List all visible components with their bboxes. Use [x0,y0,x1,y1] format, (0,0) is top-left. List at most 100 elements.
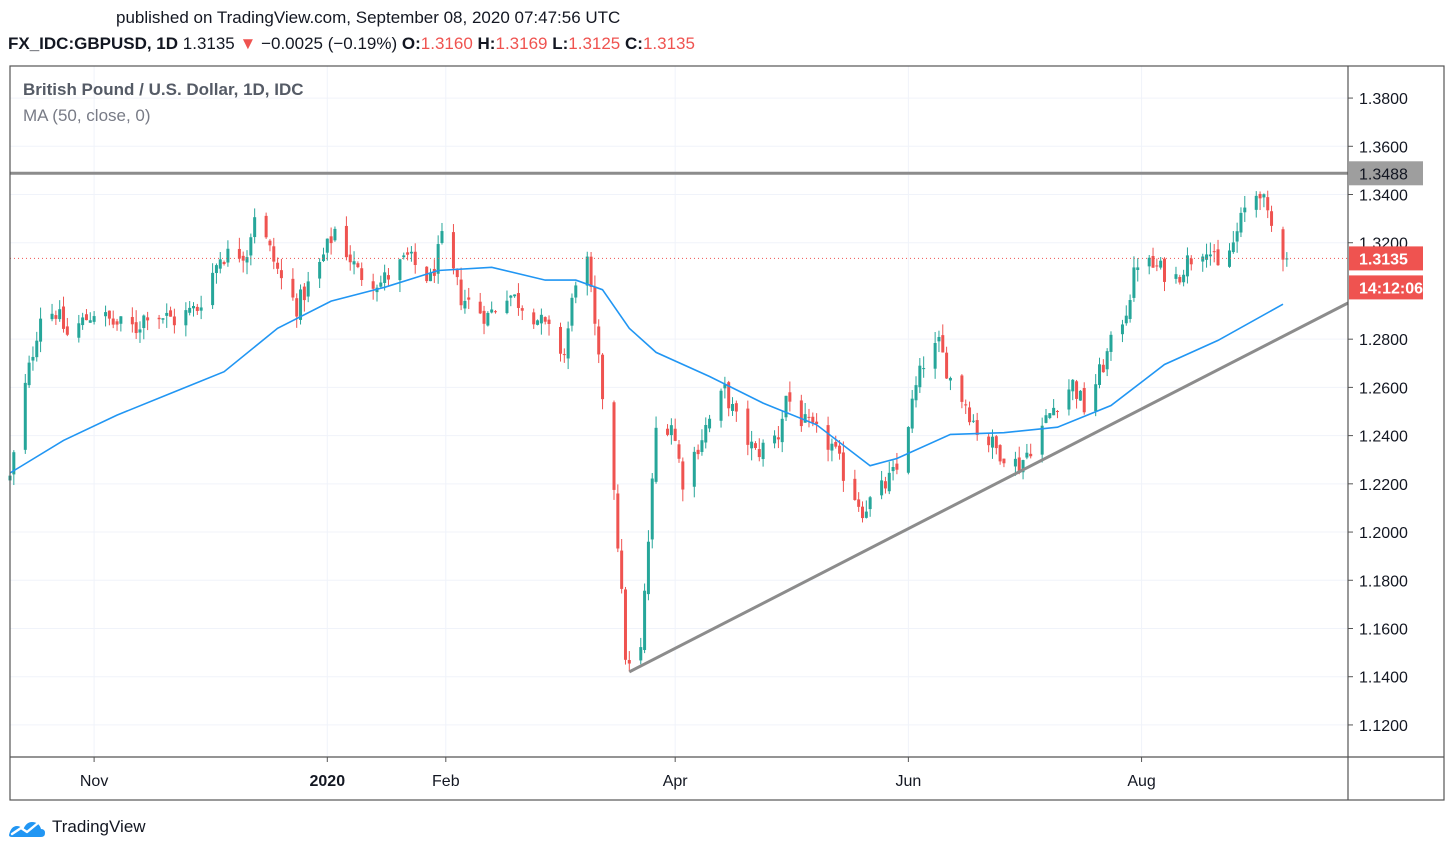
candle-body [291,278,295,298]
candle-body [478,301,482,314]
candle-body [1159,260,1163,268]
candle-body [455,268,459,278]
candle-body [92,316,96,322]
candle-body [1120,324,1124,335]
candle-body [104,312,108,317]
candle-body [807,416,811,418]
candle-body [700,440,704,452]
candle-body [593,286,597,324]
last-price-badge-background [1349,246,1423,271]
candle-body [1155,265,1159,267]
candle-body [650,478,654,540]
candle-body [860,506,864,519]
candle-body [318,261,322,279]
candle-body [1227,250,1231,267]
candle-body [773,435,777,444]
y-tick-label: 1.2800 [1359,332,1408,349]
candle-body [910,398,914,429]
resistance-price-badge-background [1349,161,1423,186]
y-tick-label: 1.3800 [1359,91,1408,108]
candle-body [451,232,455,269]
candle-body [780,418,784,443]
candle-body [31,356,35,361]
candle-body [329,236,333,244]
x-tick-label: Jun [895,773,921,790]
candle-body [146,317,150,321]
candle-body [516,293,520,308]
candle-body [597,326,601,355]
candle-body [12,452,16,475]
candle-body [841,452,845,481]
candle-body [543,317,547,322]
candle-body [574,285,578,298]
candle-body [1048,413,1052,418]
candle-body [1254,195,1258,210]
candle-body [585,256,589,286]
y-tick-label: 1.1600 [1359,621,1408,638]
candle-body [1013,458,1017,467]
candle-body [719,390,723,421]
candle-body [1205,254,1209,260]
candle-body [1174,274,1178,279]
axes: 1.38001.36001.34001.32001.28001.26001.24… [9,65,1445,801]
support-trendline [628,301,1349,674]
candle-body [402,255,406,258]
candle-body [222,262,226,265]
candle-body [1040,425,1044,455]
candle-body [887,472,891,492]
candle-body [1258,193,1262,199]
candle-body [1201,256,1205,262]
candle-body [708,418,712,429]
x-tick-label: Aug [1127,773,1155,790]
candle-body [1025,452,1029,458]
candle-body [398,259,402,281]
candle-body [731,404,735,411]
candle-body [505,300,509,314]
candle-body [971,420,975,422]
candle-body [1185,255,1189,277]
candle-body [58,309,62,320]
candle-body [107,310,111,319]
candle-body [589,256,593,287]
candle-body [803,414,807,423]
candle-body [279,270,283,279]
candle-body [429,272,433,282]
candle-body [77,323,81,338]
candle-body [964,404,968,406]
candle-body [1262,194,1266,198]
overlays [9,171,1349,674]
candle-body [784,395,788,418]
candle-body [906,427,910,473]
candle-body [494,311,498,313]
candle-body [696,449,700,455]
low-value: 1.3125 [568,34,621,53]
candle-body [272,246,276,262]
candle-body [1266,197,1270,211]
candle-body [539,314,543,324]
candle-body [757,449,761,458]
candle-body [994,436,998,449]
candle-body [386,275,390,280]
candle-body [723,384,727,389]
low-label: L: [552,34,569,53]
tradingview-brand[interactable]: TradingView [8,816,146,838]
candle-body [1021,460,1025,473]
candle-body [776,437,780,440]
candle-body [1082,388,1086,413]
candle-body [161,318,165,320]
candle-body [23,382,27,450]
candle-body [857,499,861,507]
candle-body [486,312,490,326]
chart-frame [9,65,1445,801]
candle-body [616,493,620,549]
ohlc-header: FX_IDC:GBPUSD, 1D 1.3135 ▼ −0.0025 (−0.1… [8,34,695,54]
y-tick-label: 1.1400 [1359,670,1408,687]
candle-body [413,251,417,266]
y-tick-label: 1.3600 [1359,139,1408,156]
candle-body [1017,457,1021,473]
candle-body [195,306,199,311]
candle-body [612,402,616,490]
candle-body [482,310,486,324]
candle-body [570,297,574,326]
